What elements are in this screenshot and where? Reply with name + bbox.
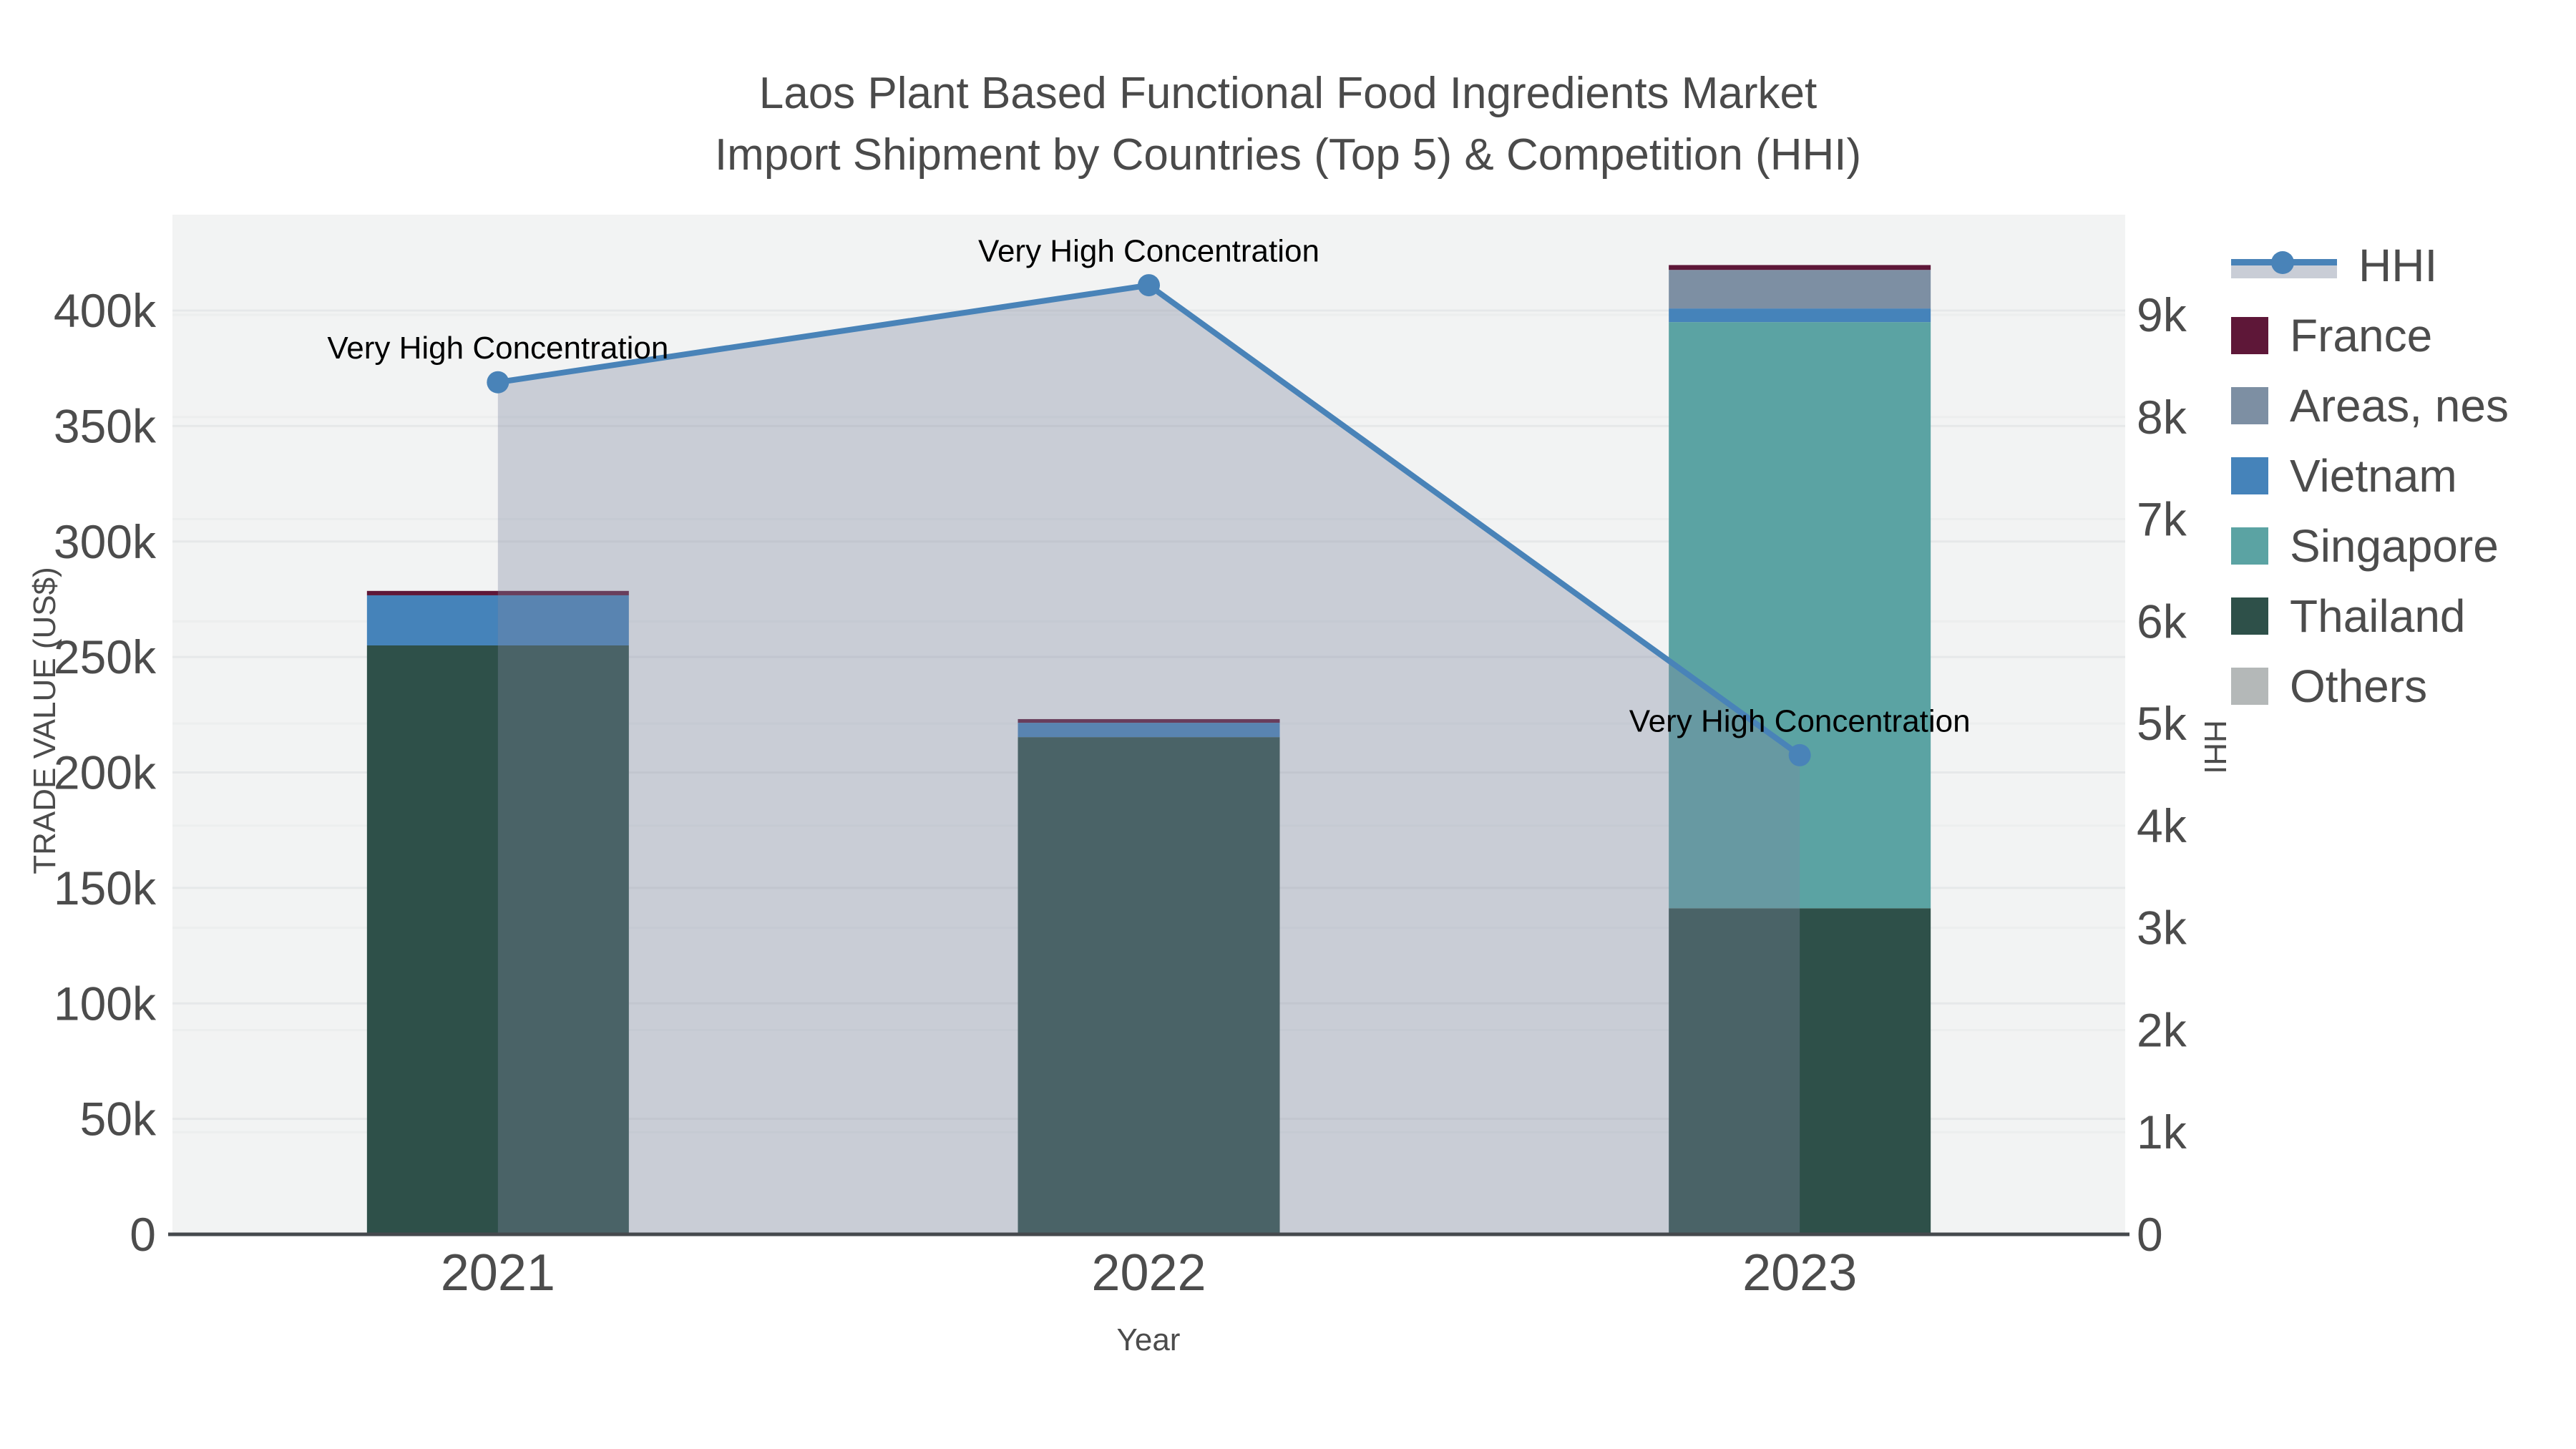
x-axis-title: Year — [1116, 1322, 1181, 1357]
legend-label: Thailand — [2290, 590, 2466, 642]
chart-title-line1: Laos Plant Based Functional Food Ingredi… — [758, 69, 1818, 118]
y-axis-title-right: HHI — [2197, 720, 2233, 774]
y-right-tick-label: 7k — [2137, 493, 2187, 546]
legend-item-singapore[interactable]: Singapore — [2231, 511, 2509, 581]
bar-segment-france-2021[interactable] — [366, 590, 629, 595]
hhi-annotation: Very High Concentration — [978, 234, 1319, 269]
legend-item-hhi[interactable]: HHI — [2231, 230, 2509, 301]
y-right-tick-label: 0 — [2137, 1208, 2163, 1261]
y-right-tick-label: 3k — [2137, 902, 2187, 955]
bar-segment-vietnam-2023[interactable] — [1669, 308, 1931, 323]
legend-item-areas-nes[interactable]: Areas, nes — [2231, 371, 2509, 441]
bar-segment-thailand-2021[interactable] — [366, 645, 629, 1234]
bar-segment-areas-nes-2023[interactable] — [1669, 270, 1931, 309]
bar-segment-france-2023[interactable] — [1669, 265, 1931, 270]
x-tick-label: 2022 — [1091, 1244, 1206, 1302]
bar-segment-france-2022[interactable] — [1018, 718, 1280, 723]
hhi-marker-2023[interactable] — [1788, 743, 1811, 766]
y-right-tick-label: 4k — [2137, 799, 2187, 852]
y-axis-title-left: TRADE VALUE (US$) — [27, 567, 62, 874]
bar-segment-singapore-2023[interactable] — [1669, 322, 1931, 909]
y-left-tick-label: 150k — [54, 862, 157, 914]
y-right-tick-label: 5k — [2137, 697, 2187, 750]
y-left-tick-label: 0 — [130, 1208, 156, 1261]
legend-label: France — [2290, 310, 2433, 361]
hhi-marker-2021[interactable] — [487, 371, 509, 394]
legend-label: Areas, nes — [2290, 380, 2509, 431]
y-left-tick-label: 200k — [54, 746, 157, 799]
y-right-tick-label: 2k — [2137, 1003, 2187, 1056]
legend-label: Vietnam — [2290, 450, 2457, 502]
bar-segment-vietnam-2021[interactable] — [366, 595, 629, 645]
chart-title-line2: Import Shipment by Countries (Top 5) & C… — [714, 130, 1862, 180]
legend-item-thailand[interactable]: Thailand — [2231, 581, 2509, 651]
france-swatch-icon — [2231, 317, 2268, 354]
legend: HHI France Areas, nes Vietnam Singapore … — [2231, 230, 2509, 721]
hhi-annotation: Very High Concentration — [327, 331, 668, 366]
legend-item-vietnam[interactable]: Vietnam — [2231, 441, 2509, 511]
hhi-line-swatch-icon — [2231, 247, 2337, 284]
y-left-tick-label: 100k — [54, 977, 157, 1030]
legend-label: HHI — [2358, 240, 2438, 291]
thailand-swatch-icon — [2231, 597, 2268, 635]
legend-label: Singapore — [2290, 520, 2499, 572]
y-right-tick-label: 1k — [2137, 1106, 2187, 1158]
y-left-tick-label: 50k — [80, 1093, 157, 1146]
x-tick-label: 2021 — [441, 1244, 555, 1302]
bar-segment-thailand-2023[interactable] — [1669, 908, 1931, 1234]
singapore-swatch-icon — [2231, 527, 2268, 565]
y-left-tick-label: 350k — [54, 399, 157, 452]
y-left-tick-label: 300k — [54, 515, 157, 568]
bar-segment-vietnam-2022[interactable] — [1018, 723, 1280, 738]
bar-segment-thailand-2022[interactable] — [1018, 737, 1280, 1234]
y-left-tick-label: 250k — [54, 630, 157, 683]
hhi-annotation: Very High Concentration — [1629, 703, 1971, 738]
y-left-tick-label: 400k — [54, 284, 157, 337]
y-right-tick-label: 6k — [2137, 595, 2187, 648]
y-right-tick-label: 9k — [2137, 288, 2187, 341]
areas-nes-swatch-icon — [2231, 387, 2268, 424]
y-right-tick-label: 8k — [2137, 391, 2187, 444]
vietnam-swatch-icon — [2231, 457, 2268, 494]
legend-item-others[interactable]: Others — [2231, 651, 2509, 721]
x-tick-label: 2023 — [1742, 1244, 1857, 1302]
legend-label: Others — [2290, 660, 2428, 712]
hhi-marker-2022[interactable] — [1138, 274, 1160, 297]
others-swatch-icon — [2231, 668, 2268, 705]
legend-item-france[interactable]: France — [2231, 301, 2509, 371]
